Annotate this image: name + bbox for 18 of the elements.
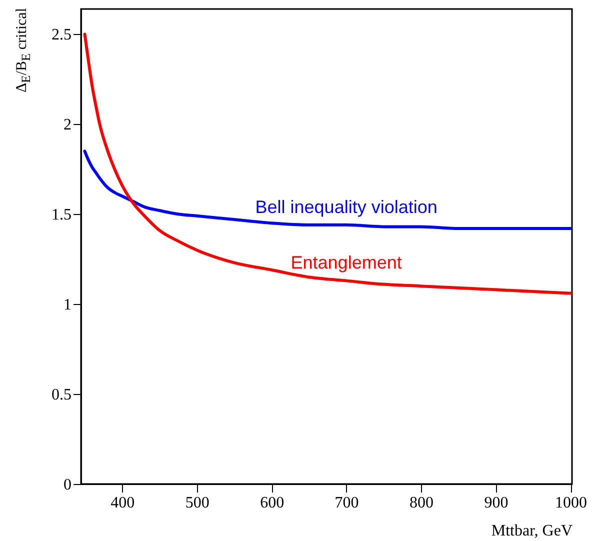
line-series xyxy=(83,150,572,230)
series-label: Bell inequality violation xyxy=(255,196,438,217)
y-tick-label: 2 xyxy=(64,116,72,134)
series-label: Entanglement xyxy=(290,252,402,273)
y-tick-label: 1 xyxy=(64,296,72,314)
x-axis-title: Mttbar, GeV xyxy=(491,522,573,540)
y-tick-label: 2.5 xyxy=(52,26,72,44)
x-tick-label: 500 xyxy=(185,494,210,512)
y-tick-label: 1.5 xyxy=(52,206,72,224)
x-tick-label: 900 xyxy=(484,494,508,512)
x-tick-label: 800 xyxy=(410,494,434,512)
x-tick-label: 600 xyxy=(260,494,284,512)
y-tick-label: 0 xyxy=(64,476,72,494)
y-tick-label: 0.5 xyxy=(52,386,72,404)
x-tick-label: 700 xyxy=(334,494,359,512)
x-tick-label: 400 xyxy=(110,494,135,512)
x-tick-label: 1000 xyxy=(555,494,588,512)
line-series xyxy=(83,32,572,295)
